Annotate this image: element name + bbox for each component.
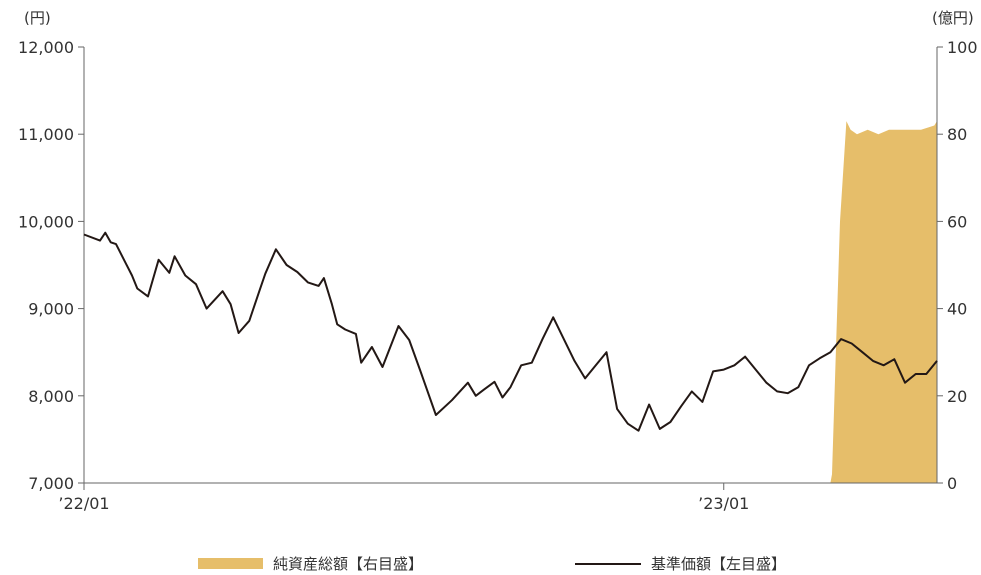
- right-axis-unit: (億円): [932, 9, 974, 27]
- right-tick-label: 60: [947, 212, 967, 231]
- legend-swatch-price: [575, 562, 641, 565]
- legend-item-price: 基準価額【左目盛】: [575, 553, 786, 574]
- right-tick-label: 40: [947, 300, 967, 319]
- left-tick-label: 11,000: [18, 125, 74, 144]
- nav-area: [84, 121, 937, 483]
- left-axis-unit: (円): [24, 9, 51, 27]
- left-tick-label: 9,000: [28, 300, 74, 319]
- left-tick-label: 7,000: [28, 474, 74, 493]
- left-tick-label: 10,000: [18, 212, 74, 231]
- legend-item-nav: 純資産総額【右目盛】: [198, 553, 423, 574]
- price-line: [83, 231, 938, 432]
- right-tick-label: 20: [947, 387, 967, 406]
- legend: 純資産総額【右目盛】 基準価額【左目盛】: [0, 553, 981, 575]
- x-tick-label: ’22/01: [58, 494, 109, 513]
- legend-swatch-nav: [198, 558, 263, 569]
- right-tick-label: 100: [947, 38, 978, 57]
- legend-label-nav: 純資産総額【右目盛】: [273, 555, 424, 573]
- left-tick-label: 8,000: [28, 387, 74, 406]
- legend-label-price: 基準価額【左目盛】: [651, 555, 787, 573]
- right-tick-label: 0: [947, 474, 957, 493]
- x-tick-label: ’23/01: [698, 494, 749, 513]
- left-tick-label: 12,000: [18, 38, 74, 57]
- right-tick-label: 80: [947, 125, 967, 144]
